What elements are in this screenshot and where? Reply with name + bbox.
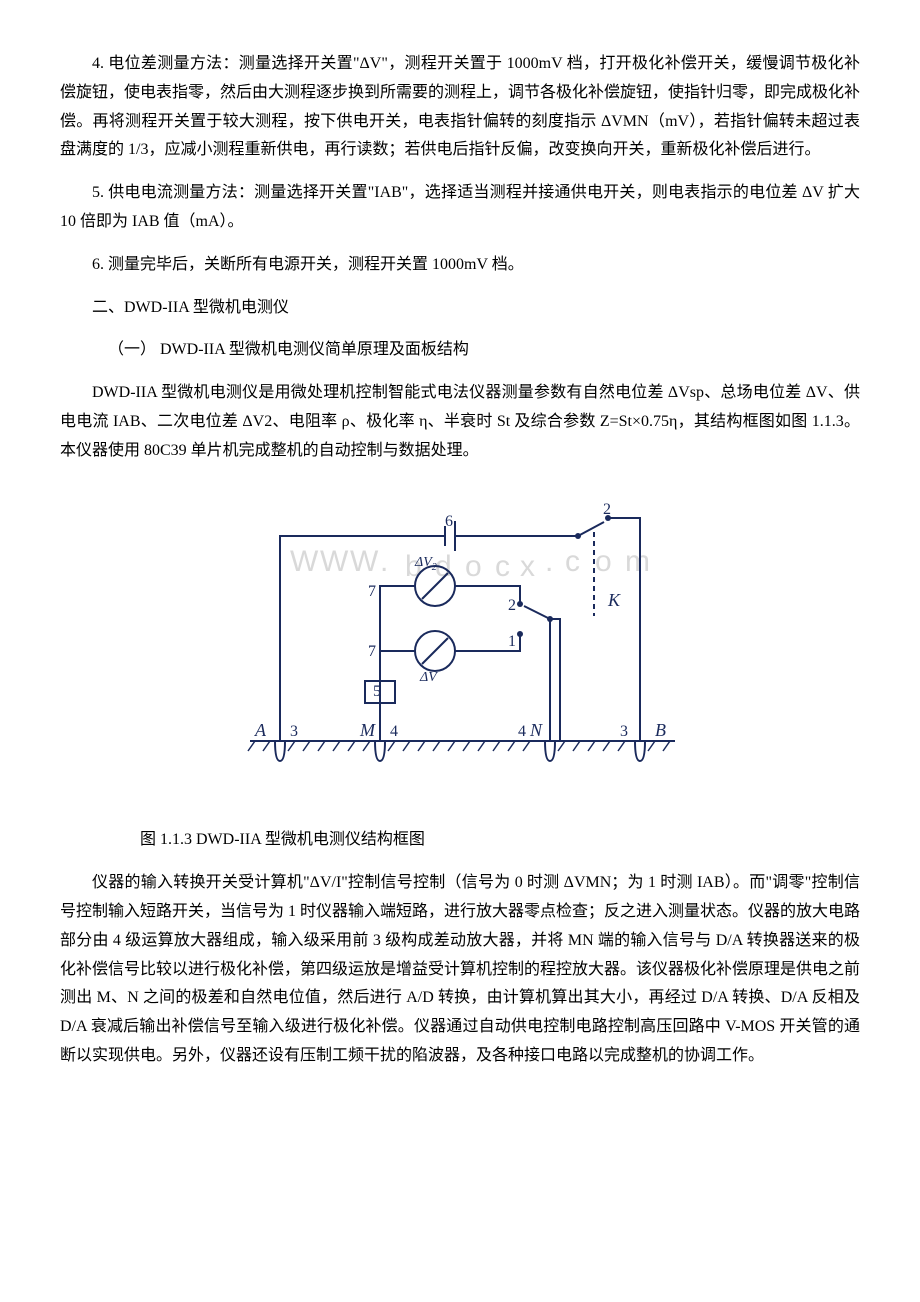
label-M: M — [359, 720, 376, 740]
watermark: W W W . b d o c x . c o m — [290, 545, 650, 583]
label-7a: 7 — [368, 583, 376, 600]
label-3b: 3 — [620, 723, 628, 740]
label-dv: ΔV — [419, 670, 438, 685]
svg-text:.: . — [545, 545, 553, 578]
paragraph-6: 6. 测量完毕后，关断所有电源开关，测程开关置 1000mV 档。 — [60, 251, 860, 280]
subsection-2-1-title: （一） DWD-IIA 型微机电测仪简单原理及面板结构 — [60, 336, 860, 365]
circuit-diagram: W W W . b d o c x . c o m — [60, 486, 860, 807]
paragraph-8: 仪器的输入转换开关受计算机"ΔV/I"控制信号控制（信号为 0 时测 ΔVMN；… — [60, 869, 860, 1071]
svg-text:o: o — [465, 550, 482, 583]
svg-text:c: c — [495, 550, 510, 583]
svg-text:x: x — [520, 550, 535, 583]
label-K: K — [607, 590, 621, 610]
label-5: 5 — [373, 683, 381, 700]
label-2-outer: 2 — [603, 501, 611, 518]
svg-text:m: m — [625, 545, 650, 578]
label-6: 6 — [445, 513, 453, 530]
svg-text:W: W — [290, 545, 319, 578]
label-A: A — [254, 720, 267, 740]
svg-text:W: W — [350, 545, 379, 578]
label-1-inner: 1 — [508, 633, 516, 650]
svg-text:o: o — [595, 545, 612, 578]
figure-caption: 图 1.1.3 DWD-IIA 型微机电测仪结构框图 — [60, 826, 860, 855]
svg-text:c: c — [565, 545, 580, 578]
paragraph-7: DWD-IIA 型微机电测仪是用微处理机控制智能式电法仪器测量参数有自然电位差 … — [60, 379, 860, 465]
label-7b: 7 — [368, 643, 376, 660]
ground-hatching — [248, 741, 670, 751]
label-4b: 4 — [518, 723, 526, 740]
label-N: N — [529, 720, 543, 740]
section-2-title: 二、DWD-IIA 型微机电测仪 — [60, 294, 860, 323]
paragraph-4: 4. 电位差测量方法：测量选择开关置"ΔV"，测程开关置于 1000mV 档，打… — [60, 50, 860, 165]
label-B: B — [655, 720, 666, 740]
svg-text:W: W — [320, 545, 349, 578]
label-3a: 3 — [290, 723, 298, 740]
label-2-inner: 2 — [508, 597, 516, 614]
svg-text:.: . — [380, 545, 388, 578]
label-4a: 4 — [390, 723, 398, 740]
paragraph-5: 5. 供电电流测量方法：测量选择开关置"IAB"，选择适当测程并接通供电开关，则… — [60, 179, 860, 237]
